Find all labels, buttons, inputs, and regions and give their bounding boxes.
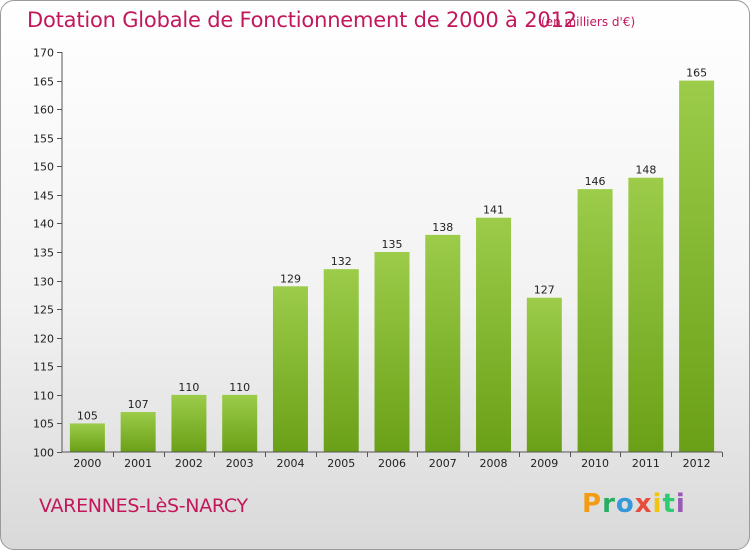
y-tick-label: 160 [33, 104, 54, 117]
x-tick-label: 2006 [378, 457, 406, 470]
x-tick-label: 2008 [480, 457, 508, 470]
x-tick-label: 2002 [175, 457, 203, 470]
x-tick-label: 2012 [683, 457, 711, 470]
x-tick-label: 2011 [632, 457, 660, 470]
x-tick-label: 2003 [226, 457, 254, 470]
y-tick-label: 130 [33, 276, 54, 289]
bar [679, 80, 715, 453]
commune-name: VARENNES-LèS-NARCY [39, 495, 248, 517]
x-tick-label: 2001 [124, 457, 152, 470]
y-tick-label: 145 [33, 190, 54, 203]
y-tick-label: 110 [33, 390, 54, 403]
data-label: 110 [178, 381, 199, 394]
bar [425, 234, 461, 452]
x-tick-label: 2005 [327, 457, 355, 470]
bar [526, 297, 562, 452]
y-tick-label: 165 [33, 76, 54, 89]
data-label: 105 [77, 409, 98, 422]
data-label: 135 [382, 238, 403, 251]
data-label: 110 [229, 381, 250, 394]
y-tick-label: 170 [33, 47, 54, 60]
x-tick-label: 2010 [581, 457, 609, 470]
y-tick-label: 120 [33, 333, 54, 346]
y-tick-label: 100 [33, 447, 54, 460]
bar [476, 217, 512, 452]
y-tick-label: 155 [33, 133, 54, 146]
y-tick-label: 135 [33, 247, 54, 260]
y-tick-label: 115 [33, 361, 54, 374]
bar [577, 189, 613, 452]
x-tick-label: 2007 [429, 457, 457, 470]
data-label: 141 [483, 204, 504, 217]
data-label: 132 [331, 255, 352, 268]
bar [272, 286, 308, 452]
proxiti-logo[interactable]: Proxiti [582, 489, 686, 519]
bar [222, 394, 258, 452]
data-label: 148 [635, 164, 656, 177]
y-tick-label: 150 [33, 161, 54, 174]
bar [374, 252, 410, 452]
bar [323, 269, 359, 452]
data-label: 138 [432, 221, 453, 234]
bar [171, 394, 207, 452]
data-label: 129 [280, 272, 301, 285]
x-tick-label: 2009 [530, 457, 558, 470]
chart-subtitle: (en milliers d'€) [541, 15, 636, 29]
data-label: 165 [686, 67, 707, 80]
bar [69, 423, 105, 452]
data-label: 146 [585, 175, 606, 188]
y-tick-label: 140 [33, 218, 54, 231]
data-label: 127 [534, 284, 555, 297]
x-tick-label: 2000 [73, 457, 101, 470]
chart-title: Dotation Globale de Fonctionnement de 20… [27, 8, 577, 32]
bar [120, 412, 156, 452]
bar [628, 177, 664, 452]
y-tick-label: 125 [33, 304, 54, 317]
y-tick-label: 105 [33, 418, 54, 431]
x-tick-label: 2004 [276, 457, 304, 470]
data-label: 107 [128, 398, 149, 411]
